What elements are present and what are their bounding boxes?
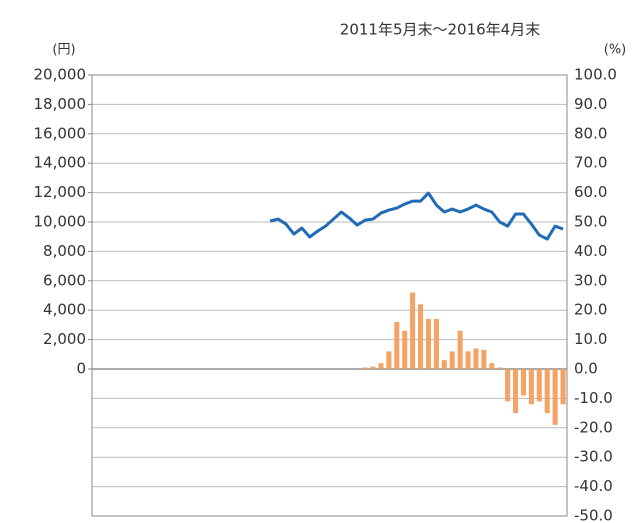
y2-tick-label: 10.0 [574, 330, 607, 348]
y-tick-label: 0 [76, 360, 86, 378]
bar [536, 369, 542, 402]
bar [402, 330, 408, 369]
bar [473, 348, 479, 369]
bar [410, 292, 416, 369]
y2-tick-label: 100.0 [574, 66, 617, 84]
y-tick-label: 8,000 [43, 242, 86, 260]
y2-tick-label: 50.0 [574, 213, 607, 231]
y2-tick-label: -40.0 [574, 477, 613, 495]
bar [497, 367, 503, 369]
bar [362, 367, 368, 369]
bar [489, 363, 495, 369]
y-tick-label: 12,000 [34, 183, 87, 201]
bar [513, 369, 519, 414]
y-tick-label: 18,000 [34, 95, 87, 113]
y-tick-label: 4,000 [43, 301, 86, 319]
bar [520, 369, 526, 396]
line [269, 191, 564, 241]
bar [481, 349, 487, 369]
chart-title: 2011年5月末～2016年4月末 [340, 21, 540, 39]
y2-tick-label: -10.0 [574, 389, 613, 407]
bar [465, 351, 471, 369]
bar [544, 369, 550, 414]
bar [449, 351, 455, 369]
y2-axis-unit: (%) [604, 43, 627, 58]
y-tick-label: 10,000 [34, 213, 87, 231]
bar [552, 369, 558, 425]
bar [418, 304, 424, 369]
bar [425, 319, 431, 369]
y-tick-label: 2,000 [43, 330, 86, 348]
y2-tick-label: -30.0 [574, 448, 613, 466]
bar [441, 360, 447, 369]
y2-tick-label: 30.0 [574, 271, 607, 289]
bar [560, 369, 566, 405]
y2-tick-label: -50.0 [574, 507, 613, 523]
y2-tick-label: -20.0 [574, 418, 613, 436]
bar [386, 351, 392, 369]
bar [394, 321, 400, 369]
y-tick-label: 14,000 [34, 154, 87, 172]
y-tick-label: 20,000 [34, 66, 87, 84]
bar [378, 363, 384, 369]
bar [505, 369, 511, 402]
y-tick-label: 6,000 [43, 271, 86, 289]
plot-frame [91, 74, 568, 517]
y2-tick-label: 20.0 [574, 301, 607, 319]
bar [433, 319, 439, 369]
y2-tick-label: 40.0 [574, 242, 607, 260]
bar [457, 330, 463, 369]
bar [528, 369, 534, 405]
y2-tick-label: 90.0 [574, 95, 607, 113]
y-tick-label: 16,000 [34, 124, 87, 142]
y2-tick-label: 60.0 [574, 183, 607, 201]
y-axis-unit: (円) [52, 43, 75, 58]
bar [370, 366, 376, 369]
y2-tick-label: 70.0 [574, 154, 607, 172]
y2-tick-label: 80.0 [574, 124, 607, 142]
y2-tick-label: 0.0 [574, 360, 598, 378]
